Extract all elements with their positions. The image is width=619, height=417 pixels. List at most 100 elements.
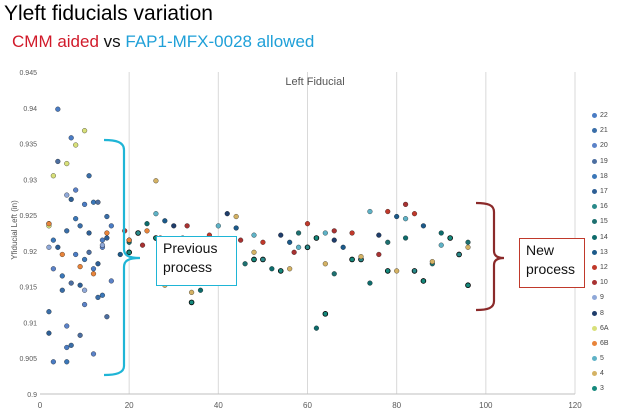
data-point-series-3	[384, 268, 391, 274]
legend-item-15: 15	[592, 214, 619, 229]
data-point-series-5	[251, 232, 257, 238]
data-point-series-6B	[126, 237, 132, 243]
data-point-series-4	[322, 261, 328, 267]
data-point-series-15	[331, 271, 337, 277]
data-point-series-14	[403, 235, 409, 241]
x-tick-label: 0	[38, 401, 43, 410]
y-tick-label: 0.92	[23, 249, 37, 256]
data-point-series-19	[104, 314, 110, 320]
legend-marker-icon	[592, 249, 597, 255]
legend-item-19: 19	[592, 154, 619, 169]
data-point-series-17	[86, 230, 92, 236]
data-point-series-9	[46, 244, 52, 250]
y-axis-label: Yfiducial Left (in)	[10, 200, 19, 260]
data-point-series-19	[55, 158, 61, 164]
data-point-series-12	[349, 230, 355, 236]
data-point-series-13	[394, 213, 400, 220]
y-tick-label: 0.925	[19, 213, 37, 220]
data-point-series-18	[64, 359, 70, 365]
legend-label: 21	[600, 127, 608, 135]
data-point-series-22	[90, 266, 97, 272]
data-point-series-12	[411, 211, 418, 217]
y-tick-label: 0.94	[23, 106, 37, 113]
data-point-series-9	[99, 242, 105, 248]
data-point-series-4	[394, 268, 400, 274]
legend-item-14: 14	[592, 230, 619, 245]
legend-marker-icon	[592, 219, 597, 225]
legend-label: 5	[600, 355, 604, 363]
data-point-series-4	[251, 249, 257, 255]
data-point-series-4	[153, 178, 159, 184]
data-point-series-13	[287, 239, 293, 245]
legend-item-5: 5	[592, 351, 619, 366]
data-point-series-15	[242, 261, 248, 267]
data-point-series-15	[385, 239, 391, 245]
legend-marker-icon	[592, 234, 597, 240]
data-point-series-22	[55, 106, 61, 112]
data-point-series-13	[117, 251, 123, 258]
data-point-series-14	[197, 287, 204, 293]
data-point-series-4	[287, 266, 293, 272]
data-point-series-22	[64, 344, 70, 351]
data-point-series-5	[438, 242, 444, 248]
data-point-series-16	[304, 244, 311, 251]
data-point-series-5	[153, 211, 159, 217]
data-point-series-5	[296, 244, 302, 250]
data-point-series-10	[184, 223, 190, 229]
data-point-series-22	[99, 237, 105, 243]
x-tick-label: 120	[568, 401, 582, 410]
data-point-series-4	[429, 259, 435, 265]
data-point-series-3	[322, 311, 329, 317]
data-point-series-19	[95, 199, 101, 205]
data-point-series-17	[104, 235, 110, 241]
data-point-series-13	[420, 223, 426, 229]
new-process-label: New process	[519, 238, 585, 288]
data-point-series-22	[108, 223, 114, 229]
y-tick-label: 0.945	[19, 70, 37, 77]
data-point-series-6B	[59, 251, 65, 258]
legend-label: 16	[600, 203, 608, 211]
legend-item-6B: 6B	[592, 336, 619, 351]
data-point-series-10	[139, 242, 146, 248]
data-point-series-22	[50, 359, 56, 365]
x-tick-label: 100	[479, 401, 493, 410]
legend-item-3: 3	[592, 381, 619, 396]
data-point-series-17	[68, 196, 74, 202]
data-point-series-21	[59, 287, 65, 293]
data-point-series-5	[367, 208, 373, 215]
data-point-series-14	[144, 221, 150, 227]
data-point-series-3	[313, 235, 320, 241]
legend-label: 14	[600, 233, 608, 241]
legend-item-17: 17	[592, 184, 619, 199]
legend-marker-icon	[592, 204, 597, 210]
x-tick-label: 40	[214, 401, 223, 410]
legend-item-13: 13	[592, 245, 619, 260]
data-point-series-9	[82, 287, 88, 293]
legend-item-10: 10	[592, 275, 619, 290]
data-point-series-6B	[46, 221, 52, 227]
data-point-series-4	[233, 213, 239, 220]
data-point-series-17	[95, 261, 101, 267]
legend-marker-icon	[592, 356, 597, 362]
data-point-series-6B	[104, 230, 110, 236]
data-point-series-8	[171, 223, 177, 229]
data-point-series-10	[331, 228, 337, 234]
data-point-series-19	[68, 280, 74, 286]
data-point-series-21	[46, 309, 52, 315]
data-point-series-3	[251, 256, 257, 263]
data-point-series-14	[367, 280, 373, 286]
data-point-series-18	[73, 216, 79, 222]
data-point-series-6A	[73, 142, 79, 148]
data-point-series-22	[68, 135, 74, 141]
data-point-series-16	[135, 230, 141, 236]
legend-marker-icon	[592, 143, 597, 149]
legend-item-20: 20	[592, 138, 619, 153]
legend-label: 13	[600, 248, 608, 256]
new-process-bracket	[475, 201, 505, 312]
data-point-series-13	[233, 225, 239, 231]
data-point-series-3	[349, 256, 355, 263]
data-point-series-3	[126, 249, 132, 256]
data-point-series-5	[322, 230, 328, 236]
legend-label: 22	[600, 112, 608, 120]
